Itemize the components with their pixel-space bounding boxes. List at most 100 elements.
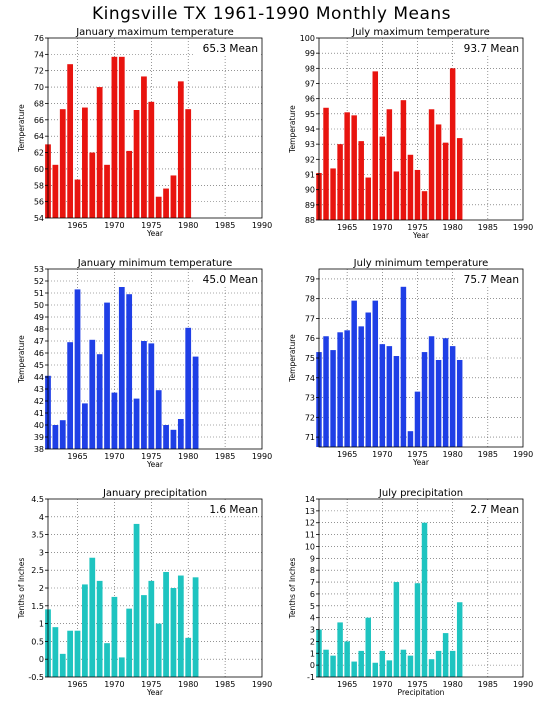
bar-1976 [155, 196, 162, 218]
bar-1974 [141, 76, 147, 218]
x-tick-label: 1990 [252, 221, 272, 230]
x-tick-label: 1980 [442, 223, 462, 232]
y-tick-label: 96 [305, 95, 315, 104]
chart-jul-max-temp: July maximum temperature 88 89 90 91 92 93 94 95… [288, 27, 533, 240]
bar-1980 [185, 109, 192, 218]
chart-title: January minimum temperature [77, 258, 233, 269]
bar-1977 [163, 571, 169, 677]
bar-1968 [96, 580, 103, 677]
y-tick-label: 4.5 [31, 495, 44, 504]
chart-title: July minimum temperature [353, 258, 489, 269]
bar-1971 [118, 56, 125, 219]
y-tick-label: 79 [305, 275, 315, 284]
y-tick-label: 1 [39, 620, 44, 629]
x-tick-label: 1980 [442, 450, 462, 459]
y-tick-label: 56 [34, 198, 44, 207]
bar-1980 [449, 68, 456, 220]
y-tick-label: 100 [300, 34, 315, 43]
bar-1978 [170, 429, 177, 449]
x-axis-label: Year [146, 688, 164, 697]
bar-1970 [379, 136, 386, 220]
bar-1963 [59, 420, 66, 449]
bar-1971 [386, 346, 393, 447]
y-tick-label: 50 [34, 301, 44, 310]
bar-1980 [449, 346, 456, 447]
y-tick-label: 7 [310, 578, 315, 587]
y-tick-label: 76 [34, 34, 44, 43]
chart-panel-jul-min: July minimum temperature 71 72 73 74 75 76 77 78… [271, 255, 543, 481]
bar-1970 [111, 596, 118, 677]
mean-label-bg [455, 502, 521, 516]
mean-label: 1.6 Mean [209, 504, 258, 516]
x-axis-label: Year [412, 231, 430, 240]
y-tick-label: 76 [305, 334, 315, 343]
bar-1965 [74, 289, 81, 449]
bar-1962 [323, 649, 329, 677]
y-tick-label: 10 [305, 542, 315, 551]
y-tick-label: -1 [307, 673, 315, 682]
chart-jul-min-temp: July minimum temperature 71 72 73 74 75 76 77 78… [288, 258, 533, 467]
bar-1972 [126, 294, 133, 449]
bar-1980 [449, 650, 456, 677]
bar-1981 [456, 138, 463, 220]
bar-1976 [421, 522, 428, 677]
y-axis-label: Temperature [17, 104, 26, 153]
bar-1969 [104, 302, 110, 449]
y-tick-label: 3 [39, 548, 44, 557]
y-tick-label: 74 [34, 50, 44, 59]
x-tick-label: 1990 [252, 680, 272, 689]
y-tick-label: 0 [310, 661, 315, 670]
x-tick-label: 1980 [178, 221, 198, 230]
bar-1963 [59, 653, 66, 677]
bar-1974 [407, 655, 414, 677]
bar-1979 [177, 419, 184, 449]
bar-1965 [344, 112, 350, 220]
y-tick-label: 70 [34, 83, 44, 92]
y-tick-label: 58 [34, 181, 44, 190]
bar-1969 [372, 71, 379, 220]
y-tick-label: 78 [305, 295, 315, 304]
bar-1975 [414, 169, 421, 220]
x-tick-label: 1965 [67, 221, 87, 230]
plot-frame [47, 268, 263, 450]
x-tick-label: 1975 [141, 221, 161, 230]
x-tick-label: 1980 [178, 680, 198, 689]
chart-jan-max-temp: January maximum temperature 54 56 58 60 62 64 6… [17, 27, 272, 238]
y-tick-label: 2.5 [31, 566, 44, 575]
page-title: Kingsville TX 1961-1990 Monthly Means [91, 4, 452, 24]
x-axis-label: Year [146, 229, 164, 238]
y-axis-label: Tenths of Inches [288, 558, 297, 620]
bar-1963 [330, 655, 336, 677]
y-tick-label: 39 [34, 433, 44, 442]
chart-jan-precip: January precipitation -0.5 0 0.5 1 1.5 2 2.5 3 3.… [17, 488, 272, 697]
y-tick-label: 74 [305, 374, 315, 383]
y-tick-label: 51 [34, 289, 44, 298]
bar-1968 [365, 312, 371, 447]
bar-1981 [456, 359, 463, 447]
bar-1978 [435, 124, 442, 220]
mean-label-bg [194, 272, 260, 286]
mean-label-bg [194, 502, 260, 516]
y-tick-label: 4 [39, 513, 44, 522]
bar-1973 [133, 398, 140, 449]
y-tick-label: 12 [305, 519, 315, 528]
mean-label: 93.7 Mean [464, 43, 519, 55]
y-tick-label: 13 [305, 507, 315, 516]
x-tick-label: 1970 [372, 680, 392, 689]
y-tick-label: 3 [310, 626, 315, 635]
bar-1981 [192, 577, 199, 677]
bar-1981 [456, 602, 463, 677]
y-tick-label: 9 [310, 554, 315, 563]
bar-1977 [428, 109, 435, 220]
bar-1979 [177, 81, 184, 218]
chart-panel-jan-max: January maximum temperature 54 56 58 60 62 64 6… [0, 24, 272, 250]
x-tick-label: 1990 [513, 223, 533, 232]
bar-1962 [323, 107, 329, 220]
bar-1980 [185, 637, 192, 677]
y-tick-label: 94 [305, 125, 315, 134]
y-tick-label: 4 [310, 614, 315, 623]
plot-frame [318, 498, 524, 678]
chart-panel-jul-precip: July precipitation -1 0 1 2 3 4 5 6 7 8 9 10 11 12 13 14… [271, 483, 543, 713]
y-tick-label: 0 [39, 655, 44, 664]
x-tick-label: 1970 [104, 680, 124, 689]
